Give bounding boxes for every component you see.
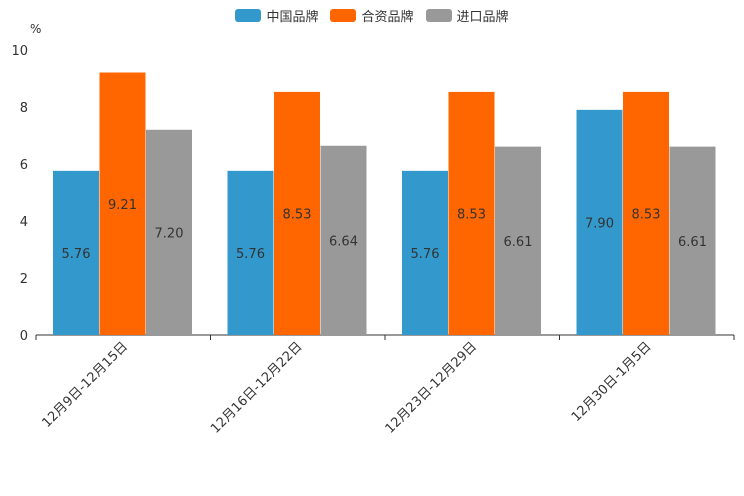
bar-data-label: 6.64 bbox=[329, 234, 358, 249]
bar[interactable] bbox=[53, 170, 99, 335]
bar[interactable] bbox=[146, 129, 192, 335]
y-tick-label: 0 bbox=[20, 329, 28, 344]
bar-data-label: 7.20 bbox=[155, 226, 184, 241]
bar[interactable] bbox=[274, 91, 320, 336]
y-axis-unit-label: % bbox=[30, 22, 41, 36]
legend-label-import-brand: 进口品牌 bbox=[456, 10, 509, 25]
bar-data-label: 8.53 bbox=[457, 207, 486, 222]
legend-swatch-joint-venture-brand bbox=[330, 9, 357, 22]
bar[interactable] bbox=[669, 146, 716, 335]
bar[interactable] bbox=[227, 170, 274, 335]
bar[interactable] bbox=[623, 91, 669, 336]
bar[interactable] bbox=[402, 170, 448, 335]
bar[interactable] bbox=[320, 145, 367, 335]
bar[interactable] bbox=[448, 91, 495, 336]
x-tick-label: 12月30日-1月5日 bbox=[569, 339, 655, 425]
bar-data-label: 5.76 bbox=[411, 247, 440, 262]
bar-data-label: 7.90 bbox=[585, 216, 614, 231]
legend-label-joint-venture-brand: 合资品牌 bbox=[361, 10, 414, 25]
bar-data-label: 5.76 bbox=[236, 247, 265, 262]
legend-label-china-brand: 中国品牌 bbox=[266, 10, 319, 25]
bar[interactable] bbox=[99, 72, 146, 335]
bar-data-label: 5.76 bbox=[62, 247, 91, 262]
y-tick-label: 10 bbox=[11, 44, 28, 59]
x-tick-label: 12月23日-12月29日 bbox=[383, 339, 480, 436]
x-tick-label: 12月16日-12月22日 bbox=[208, 339, 305, 436]
bar-data-label: 9.21 bbox=[108, 198, 137, 213]
x-tick-label: 12月9日-12月15日 bbox=[39, 339, 131, 431]
y-tick-label: 2 bbox=[20, 272, 28, 287]
bar-data-label: 6.61 bbox=[678, 235, 707, 250]
legend-swatch-china-brand bbox=[235, 9, 262, 22]
y-tick-label: 6 bbox=[20, 158, 28, 173]
legend-item-import-brand[interactable]: 进口品牌 bbox=[425, 6, 509, 25]
y-tick-label: 8 bbox=[20, 101, 28, 116]
bar[interactable] bbox=[576, 109, 623, 335]
bar-data-label: 6.61 bbox=[504, 235, 533, 250]
bar-data-label: 8.53 bbox=[283, 207, 312, 222]
bar-data-label: 8.53 bbox=[632, 207, 661, 222]
legend-swatch-import-brand bbox=[425, 9, 452, 22]
y-tick-label: 4 bbox=[20, 215, 28, 230]
legend-item-china-brand[interactable]: 中国品牌 bbox=[235, 6, 318, 25]
legend: 中国品牌 合资品牌 进口品牌 bbox=[0, 6, 744, 25]
bar[interactable] bbox=[495, 146, 541, 335]
legend-item-joint-venture-brand[interactable]: 合资品牌 bbox=[330, 6, 414, 25]
